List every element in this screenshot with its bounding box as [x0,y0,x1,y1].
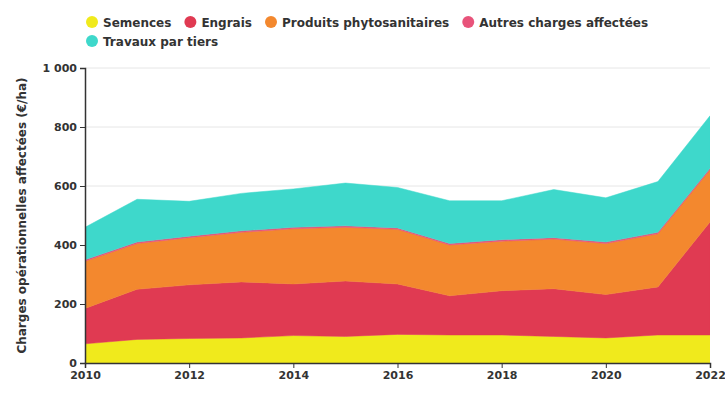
tick: 2020 [591,363,622,382]
legend-label: Travaux par tiers [103,35,218,49]
tick-label: 800 [54,121,77,134]
tick-label: 2012 [174,369,205,382]
tick-mark [80,245,85,246]
tick-mark [80,186,85,187]
tick-mark [502,363,503,368]
tick-mark [80,363,85,364]
legend-label: Semences [103,16,171,30]
legend-label: Produits phytosanitaires [282,16,449,30]
tick-label: 2022 [695,369,725,382]
legend: Semences Engrais Produits phytosanitaires A… [86,16,648,49]
tick: 800 [54,121,85,134]
tick: 400 [54,239,85,252]
legend-item: Travaux par tiers [86,35,218,49]
tick-mark [293,363,294,368]
grid-line [85,127,710,128]
tick-mark [80,304,85,305]
legend-swatch [86,16,98,28]
grid [85,68,710,363]
grid-line [85,186,710,187]
tick-label: 2010 [70,369,101,382]
tick: 600 [54,180,85,193]
tick: 2018 [487,363,518,382]
legend-item: Autres charges affectées [462,16,648,30]
tick: 0 [69,357,85,370]
tick-mark [80,68,85,69]
tick: 2012 [174,363,205,382]
chart: 2010 2012 2014 2016 2018 2020 2022 0 200 400 600 80… [0,0,725,400]
grid-line [85,68,710,69]
legend-swatch [265,16,277,28]
y-axis-title: Charges opérationnelles affectées (€/ha) [15,77,29,353]
tick: 200 [54,298,85,311]
tick-mark [189,363,190,368]
legend-swatch [462,16,474,28]
tick: 2016 [383,363,414,382]
tick-label: 2016 [383,369,414,382]
tick-label: 600 [54,180,77,193]
tick-mark [80,127,85,128]
legend-item: Produits phytosanitaires [265,16,449,30]
legend-label: Engrais [201,16,252,30]
tick-label: 400 [54,239,77,252]
legend-item: Engrais [184,16,252,30]
legend-label: Autres charges affectées [479,16,648,30]
tick-label: 2018 [487,369,518,382]
tick: 1 000 [43,62,85,75]
legend-swatch [86,35,98,47]
tick: 2022 [695,363,725,382]
tick-label: 200 [54,298,77,311]
tick-mark [710,363,711,368]
tick: 2014 [279,363,310,382]
legend-item: Semences [86,16,171,30]
tick-label: 1 000 [43,62,78,75]
legend-swatch [184,16,196,28]
x-axis: 2010 2012 2014 2016 2018 2020 2022 [70,363,725,382]
tick-label: 0 [69,357,77,370]
tick-mark [398,363,399,368]
axis-line [86,364,711,369]
area-series [85,116,710,260]
tick-label: 2020 [591,369,622,382]
plot-area [85,116,710,363]
tick-label: 2014 [279,369,310,382]
tick-mark [606,363,607,368]
axis-line [80,69,86,364]
y-axis: 0 200 400 600 800 1 000 [43,62,86,370]
